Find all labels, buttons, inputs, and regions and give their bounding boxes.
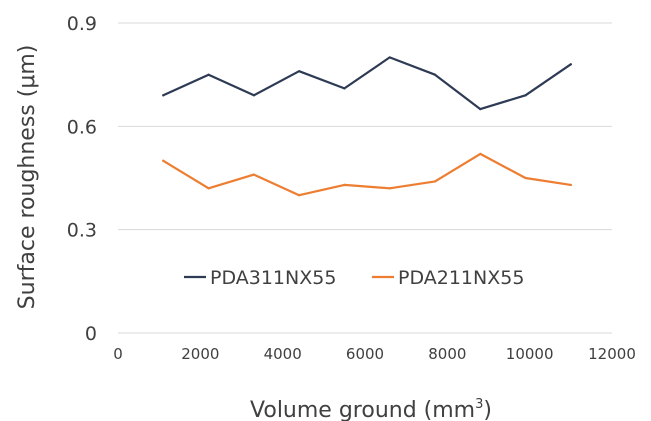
legend: PDA311NX55 PDA211NX55 [184,267,524,289]
x-axis-label-superscript: 3 [475,397,483,412]
data-point-series-1 [389,56,391,58]
x-tick-label: 10000 [506,345,554,363]
series-line-2 [163,154,571,195]
x-tick-label: 2000 [181,345,219,363]
data-point-series-2 [343,184,345,186]
y-tick-label: 0.6 [67,116,97,138]
x-tick-label: 0 [113,345,123,363]
y-tick-labels: 0 0.3 0.6 0.9 [67,13,97,345]
data-point-series-1 [570,63,572,65]
data-point-series-2 [162,160,164,162]
data-point-series-1 [162,94,164,96]
x-tick-label: 12000 [588,345,636,363]
x-tick-label: 8000 [428,345,466,363]
y-axis-label: Surface roughness (μm) [15,45,40,310]
data-point-series-1 [253,94,255,96]
y-tick-label: 0.9 [67,13,97,35]
data-point-series-2 [524,177,526,179]
data-point-series-2 [389,187,391,189]
data-point-series-2 [434,180,436,182]
x-tick-label: 6000 [346,345,384,363]
data-point-series-1 [524,94,526,96]
series-line-1 [163,57,571,109]
y-tick-label: 0.3 [67,220,97,242]
x-axis-label: Volume ground (mm3) [250,397,492,421]
legend-label-series-1: PDA311NX55 [210,267,336,289]
data-point-series-1 [479,108,481,110]
x-axis-label-main: Volume ground (mm [250,398,475,421]
legend-label-series-2: PDA211NX55 [398,267,524,289]
y-tick-label: 0 [85,323,97,345]
data-point-series-1 [343,87,345,89]
data-point-series-1 [207,74,209,76]
x-tick-label: 4000 [264,345,302,363]
data-point-series-1 [298,70,300,72]
x-tick-labels: 0 2000 4000 6000 8000 10000 12000 [113,345,636,363]
data-point-series-2 [207,187,209,189]
data-point-series-2 [298,194,300,196]
data-point-series-2 [253,173,255,175]
data-point-series-2 [570,184,572,186]
x-axis-label-close: ) [483,398,492,421]
data-point-series-2 [479,153,481,155]
data-point-series-1 [434,74,436,76]
